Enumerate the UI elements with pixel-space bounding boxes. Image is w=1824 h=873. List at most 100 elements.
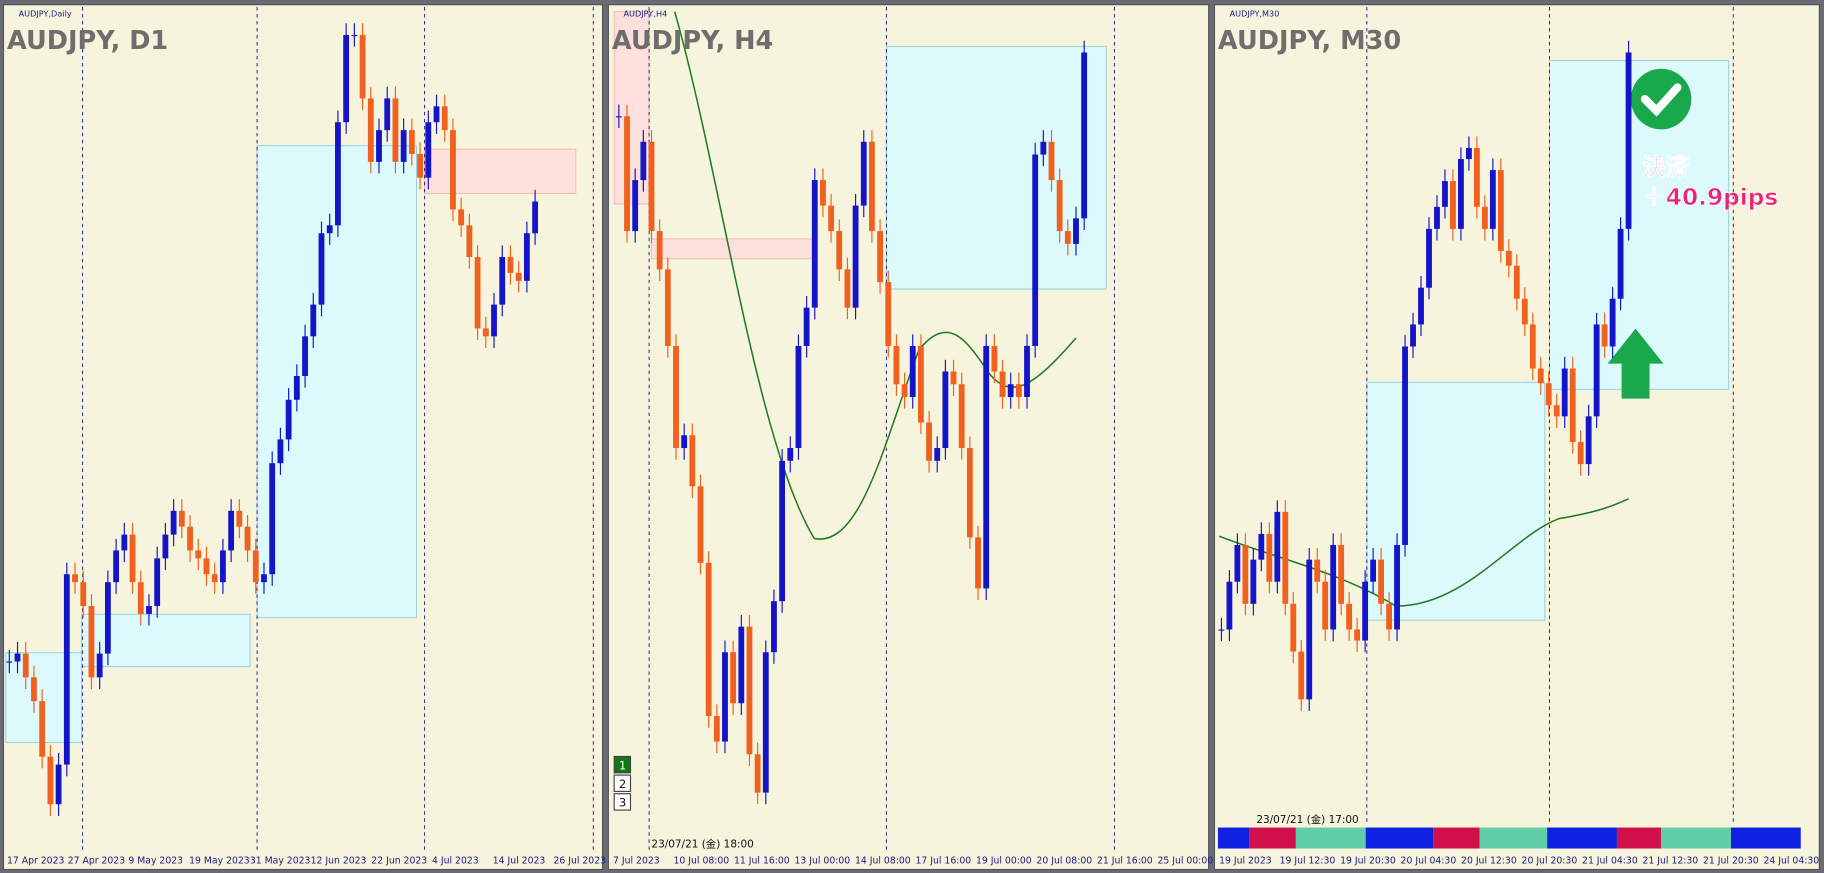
candle-body bbox=[1585, 416, 1592, 465]
x-tick-label: 19 Jul 00:00 bbox=[976, 856, 1032, 867]
candle-body bbox=[1274, 511, 1281, 582]
candle-body bbox=[359, 34, 366, 99]
candle-body bbox=[1346, 603, 1353, 630]
candle-body bbox=[869, 141, 875, 232]
candle-body bbox=[1497, 170, 1504, 251]
candle-body bbox=[624, 116, 630, 232]
candle-body bbox=[293, 375, 300, 400]
candle-body bbox=[1458, 159, 1464, 229]
candle-body bbox=[400, 130, 407, 162]
candle-body bbox=[1465, 148, 1472, 160]
candle-body bbox=[1625, 52, 1632, 229]
candle-body bbox=[392, 98, 399, 162]
candle-body bbox=[1537, 368, 1544, 384]
candle-body bbox=[1442, 181, 1448, 207]
candle-body bbox=[632, 180, 639, 232]
candle-body bbox=[1489, 170, 1496, 229]
candle-body bbox=[1258, 533, 1265, 560]
result-value: ＋40.9pips bbox=[1643, 184, 1779, 211]
x-tick-label: 27 Apr 2023 bbox=[68, 856, 126, 867]
candle-body bbox=[310, 304, 317, 337]
moving-average bbox=[673, 11, 1077, 540]
candle-body bbox=[146, 605, 152, 614]
candle-body bbox=[877, 231, 883, 283]
level-button[interactable] bbox=[613, 755, 632, 774]
candle-body bbox=[1040, 141, 1047, 155]
candle-body bbox=[697, 486, 704, 563]
check-mark bbox=[1640, 83, 1682, 117]
candle-body bbox=[326, 225, 333, 234]
candle-body bbox=[893, 345, 900, 385]
candle-body bbox=[335, 122, 341, 226]
candle-body bbox=[72, 574, 78, 583]
candle-body bbox=[1505, 250, 1512, 266]
level-button[interactable] bbox=[613, 774, 632, 792]
x-tick-label: 13 Jul 00:00 bbox=[795, 856, 851, 867]
candle-body bbox=[1553, 405, 1560, 417]
x-tick-label: 19 Jul 12:30 bbox=[1280, 856, 1336, 867]
candle-body bbox=[343, 34, 350, 123]
candle-body bbox=[195, 550, 202, 559]
candle-body bbox=[1569, 368, 1576, 443]
candle-body bbox=[664, 269, 671, 346]
x-tick-label: 19 Jul 2023 bbox=[1219, 856, 1272, 867]
candle-body bbox=[1073, 218, 1079, 244]
candle-body bbox=[1218, 629, 1225, 631]
candle-body bbox=[244, 526, 251, 551]
candle-body bbox=[705, 562, 712, 717]
candle-body bbox=[909, 345, 916, 397]
candle-body bbox=[121, 534, 128, 551]
symbol-label: AUDJPY, H4 bbox=[612, 26, 773, 56]
candle-body bbox=[252, 550, 259, 583]
candle-body bbox=[408, 130, 415, 154]
candle-body bbox=[828, 205, 835, 232]
candle-body bbox=[795, 345, 802, 449]
candle-body bbox=[811, 180, 818, 308]
candle-body bbox=[722, 652, 728, 742]
candle-body bbox=[860, 141, 867, 206]
candle-body bbox=[1024, 345, 1030, 397]
candle-body bbox=[1322, 581, 1329, 630]
candle-body bbox=[779, 460, 786, 602]
x-tick-label: 21 Jul 12:30 bbox=[1643, 856, 1699, 867]
candle-body bbox=[55, 764, 62, 805]
candle-body bbox=[983, 345, 990, 589]
candle-body bbox=[836, 231, 843, 270]
candle-body bbox=[1314, 559, 1321, 582]
candle-body bbox=[137, 582, 144, 614]
candle-body bbox=[269, 463, 276, 575]
candle-body bbox=[917, 345, 924, 423]
candle-body bbox=[1545, 383, 1552, 406]
candle-body bbox=[1450, 181, 1456, 229]
candle-body bbox=[367, 98, 374, 162]
candle-body bbox=[507, 257, 514, 273]
candle-body bbox=[803, 307, 810, 346]
x-tick-label: 11 Jul 16:00 bbox=[734, 856, 790, 867]
check-icon bbox=[1630, 68, 1692, 130]
candle-body bbox=[926, 422, 932, 461]
level-button[interactable] bbox=[613, 793, 632, 811]
candle-body bbox=[302, 336, 308, 376]
candle-body bbox=[1473, 148, 1480, 207]
candle-body bbox=[820, 180, 826, 206]
candle-body bbox=[318, 233, 325, 305]
candle-body bbox=[22, 653, 29, 678]
candle-body bbox=[104, 582, 111, 654]
candle-body bbox=[187, 526, 193, 551]
candle-body bbox=[211, 574, 218, 583]
candle-body bbox=[203, 558, 210, 575]
x-tick-label: 14 Jul 08:00 bbox=[855, 856, 911, 867]
candle-body bbox=[975, 537, 981, 589]
candle-body bbox=[113, 550, 120, 583]
x-tick-label: 9 May 2023 bbox=[128, 856, 183, 867]
candle-body bbox=[1617, 228, 1624, 299]
candle-body bbox=[499, 257, 506, 305]
candle-body bbox=[277, 439, 284, 464]
candle-body bbox=[236, 510, 243, 527]
candle-body bbox=[39, 701, 46, 757]
x-tick-label: 21 Jul 20:30 bbox=[1703, 856, 1759, 867]
candle-body bbox=[1048, 141, 1055, 181]
candle-body bbox=[1226, 581, 1233, 630]
candle-body bbox=[1378, 559, 1385, 604]
x-tick-label: 20 Jul 08:00 bbox=[1036, 856, 1092, 867]
